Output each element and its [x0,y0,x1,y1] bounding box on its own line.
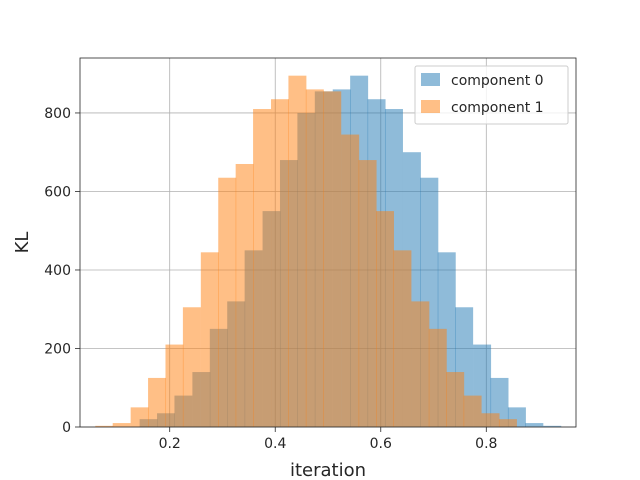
legend-entry-component-1: component 1 [451,100,544,116]
bar-component-1 [165,344,184,427]
bar-component-1 [358,160,377,427]
bar-component-1 [428,328,447,427]
bar-component-1 [182,307,201,427]
bar-component-1 [305,89,324,427]
bars [95,75,562,428]
bar-component-1 [463,395,482,427]
bar-component-1 [341,134,360,428]
bar-component-1 [271,99,289,428]
x-tick-label: 0.8 [475,436,497,452]
bar-component-1 [288,75,307,428]
ticks: 0.2 0.4 0.6 0.8 0 200 400 600 800 [44,106,497,452]
y-tick-label: 600 [44,184,71,200]
x-tick-label: 0.2 [159,436,181,452]
bar-component-1 [323,91,342,428]
bar-component-1 [498,419,517,427]
legend-swatch-component-1 [421,100,440,113]
bar-component-1 [148,377,167,427]
y-tick-label: 400 [44,263,71,279]
bar-component-1 [446,372,465,427]
bar-component-1 [218,177,237,427]
bar-component-1 [411,301,430,427]
bar-component-1 [481,413,500,427]
plot-frame [79,57,577,428]
bar-component-1 [235,163,254,427]
legend-entry-component-0: component 0 [451,73,544,89]
bar-component-1 [253,109,272,427]
legend-swatch-component-0 [421,73,440,86]
bar-component-0 [525,423,544,427]
y-tick-label: 800 [44,106,71,122]
y-tick-label: 200 [44,341,71,357]
legend-frame [414,65,569,125]
bar-component-0 [543,425,562,427]
x-tick-label: 0.6 [370,436,392,452]
x-tick-label: 0.4 [264,436,286,452]
x-axis-label: iteration [290,460,366,480]
y-tick-label: 0 [62,420,71,436]
bar-component-1 [393,250,412,427]
bar-component-1 [112,423,131,427]
bar-component-1 [130,407,149,427]
bar-component-1 [95,425,114,427]
bar-component-1 [200,252,219,427]
bar-component-1 [376,211,394,427]
y-axis-label: KL [12,232,33,254]
legend: component 0 component 1 [414,65,569,125]
